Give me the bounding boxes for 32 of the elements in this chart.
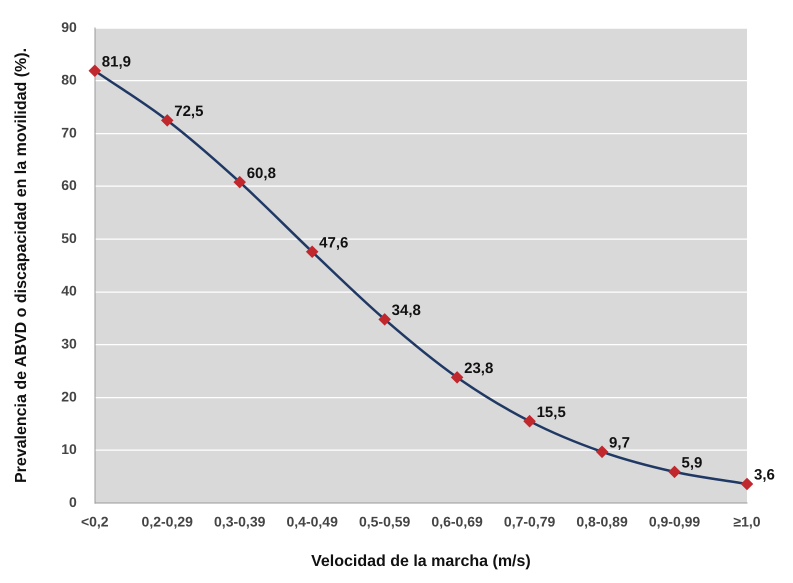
y-tick-label: 20 — [61, 388, 77, 404]
x-tick-label: 0,6-0,69 — [431, 513, 484, 530]
x-tick-label: 0,4-0,49 — [286, 513, 338, 530]
y-tick-label: 10 — [61, 441, 77, 458]
data-label: 5,9 — [682, 454, 702, 472]
y-tick-label: 80 — [61, 72, 77, 88]
x-tick-label: 0,8-0,89 — [576, 513, 628, 530]
y-tick-label: 60 — [61, 177, 77, 194]
y-tick-label: 90 — [61, 18, 77, 35]
y-tick-label: 40 — [61, 282, 77, 299]
x-tick-label: ≥1,0 — [733, 513, 761, 530]
y-axis-title: Prevalencia de ABVD o discapacidad en la movilidad (%). — [13, 48, 30, 484]
x-tick-label: <0,2 — [80, 513, 109, 530]
data-label: 60,8 — [246, 164, 276, 182]
x-tick-label: 0,9-0,99 — [648, 513, 700, 530]
data-label: 3,6 — [754, 466, 775, 484]
x-tick-label: 0,3-0,39 — [214, 513, 266, 530]
x-axis-title: Velocidad de la marcha (m/s) — [311, 552, 531, 570]
y-tick-label: 70 — [61, 124, 77, 140]
y-tick-label: 50 — [61, 230, 77, 246]
data-label: 15,5 — [536, 404, 566, 421]
y-tick-label: 30 — [61, 336, 77, 352]
data-label: 23,8 — [464, 360, 494, 378]
x-tick-label: 0,5-0,59 — [358, 513, 411, 530]
data-label: 34,8 — [392, 302, 421, 319]
y-tick-label: 0 — [68, 494, 77, 510]
data-label: 81,9 — [102, 53, 131, 70]
data-label: 47,6 — [319, 234, 348, 252]
data-label: 9,7 — [609, 434, 630, 452]
x-tick-label: 0,2-0,29 — [142, 513, 194, 530]
x-tick-label: 0,7-0,79 — [504, 513, 556, 530]
data-label: 72,5 — [174, 103, 204, 120]
